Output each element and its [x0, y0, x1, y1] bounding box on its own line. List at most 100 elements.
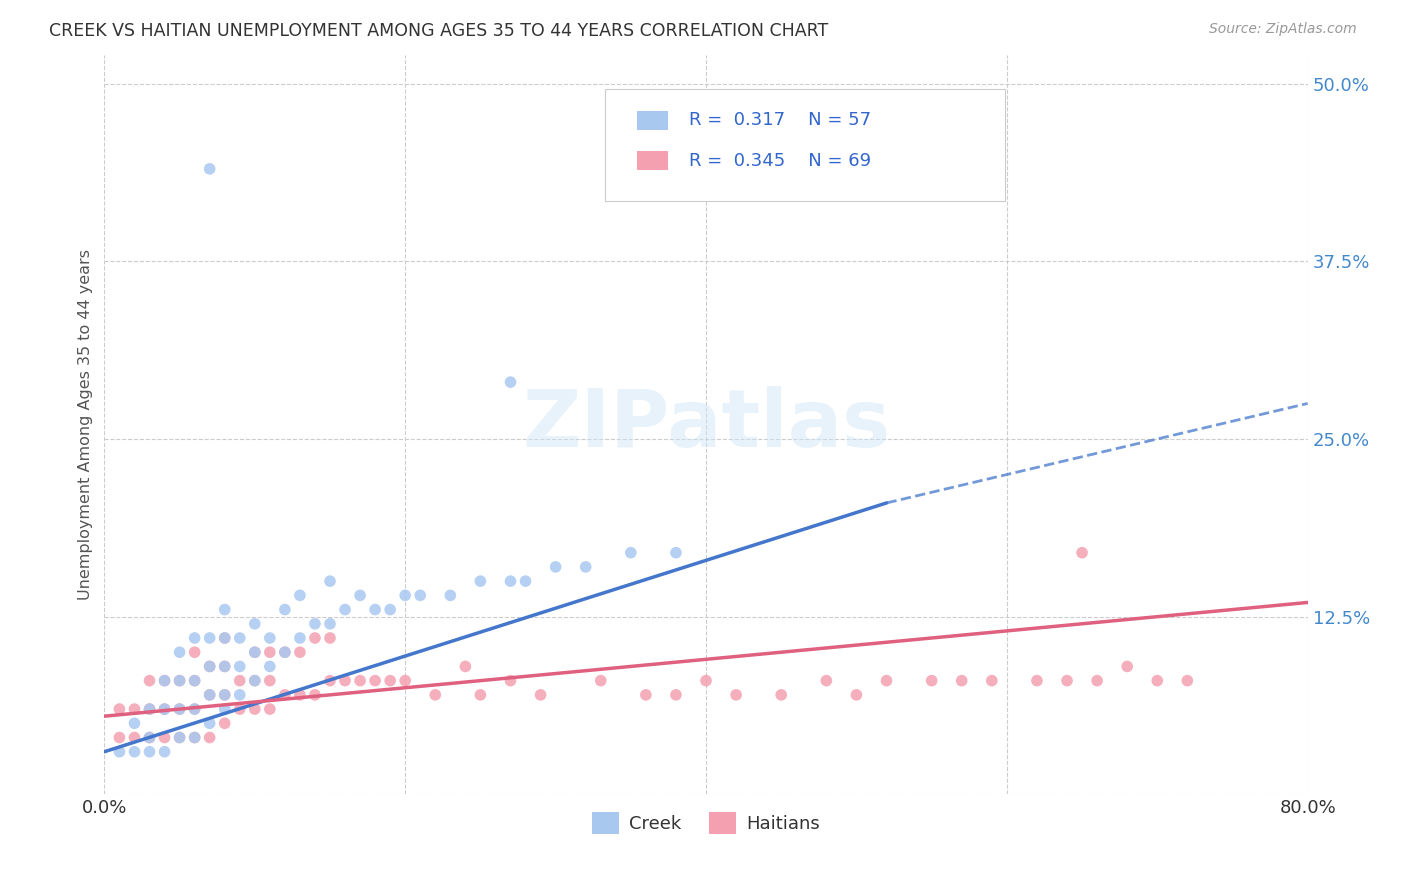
- Text: CREEK VS HAITIAN UNEMPLOYMENT AMONG AGES 35 TO 44 YEARS CORRELATION CHART: CREEK VS HAITIAN UNEMPLOYMENT AMONG AGES…: [49, 22, 828, 40]
- Point: [259, 702, 281, 716]
- Point: [259, 659, 281, 673]
- Point: [259, 673, 281, 688]
- Point: [288, 631, 311, 645]
- Point: [108, 702, 131, 716]
- Point: [124, 716, 146, 731]
- Point: [214, 688, 236, 702]
- Point: [333, 602, 356, 616]
- Point: [169, 731, 191, 745]
- Point: [259, 631, 281, 645]
- Point: [544, 560, 567, 574]
- Point: [198, 161, 221, 176]
- Point: [950, 673, 973, 688]
- Point: [198, 631, 221, 645]
- Point: [214, 631, 236, 645]
- Point: [665, 688, 688, 702]
- Text: R =  0.317    N = 57: R = 0.317 N = 57: [689, 112, 872, 129]
- Point: [1056, 673, 1078, 688]
- Point: [138, 702, 160, 716]
- Point: [845, 688, 868, 702]
- Point: [499, 574, 522, 588]
- Point: [198, 659, 221, 673]
- Point: [153, 702, 176, 716]
- Point: [138, 731, 160, 745]
- Point: [198, 688, 221, 702]
- Point: [153, 731, 176, 745]
- Point: [1175, 673, 1198, 688]
- Point: [1026, 673, 1049, 688]
- Point: [183, 673, 205, 688]
- Text: R =  0.345    N = 69: R = 0.345 N = 69: [689, 152, 872, 169]
- Point: [183, 631, 205, 645]
- Point: [304, 631, 326, 645]
- Point: [980, 673, 1002, 688]
- Point: [288, 645, 311, 659]
- Point: [304, 616, 326, 631]
- Point: [198, 659, 221, 673]
- Point: [243, 616, 266, 631]
- Point: [214, 631, 236, 645]
- Point: [138, 731, 160, 745]
- Text: ZIPatlas: ZIPatlas: [522, 385, 890, 464]
- Point: [529, 688, 551, 702]
- Point: [214, 659, 236, 673]
- Point: [815, 673, 838, 688]
- Point: [214, 688, 236, 702]
- Point: [153, 745, 176, 759]
- Point: [319, 574, 342, 588]
- Point: [229, 673, 252, 688]
- Point: [499, 375, 522, 389]
- Point: [921, 673, 943, 688]
- Point: [169, 702, 191, 716]
- Point: [108, 731, 131, 745]
- Point: [288, 688, 311, 702]
- Point: [259, 645, 281, 659]
- Point: [138, 673, 160, 688]
- Point: [575, 560, 598, 574]
- Point: [394, 588, 416, 602]
- Point: [394, 673, 416, 688]
- Point: [169, 731, 191, 745]
- Point: [333, 673, 356, 688]
- Point: [876, 673, 898, 688]
- Point: [470, 688, 492, 702]
- Point: [274, 602, 297, 616]
- Point: [274, 688, 297, 702]
- Point: [349, 673, 371, 688]
- Text: Source: ZipAtlas.com: Source: ZipAtlas.com: [1209, 22, 1357, 37]
- Point: [153, 673, 176, 688]
- Point: [1071, 546, 1094, 560]
- Point: [243, 645, 266, 659]
- Point: [274, 645, 297, 659]
- Point: [1146, 673, 1168, 688]
- Point: [214, 659, 236, 673]
- Point: [124, 702, 146, 716]
- Point: [183, 702, 205, 716]
- Point: [229, 659, 252, 673]
- Point: [378, 602, 401, 616]
- Point: [243, 702, 266, 716]
- Point: [589, 673, 612, 688]
- Point: [183, 702, 205, 716]
- Point: [665, 546, 688, 560]
- Y-axis label: Unemployment Among Ages 35 to 44 years: Unemployment Among Ages 35 to 44 years: [79, 249, 93, 600]
- Point: [169, 702, 191, 716]
- Point: [183, 645, 205, 659]
- Point: [198, 688, 221, 702]
- Point: [1116, 659, 1139, 673]
- Point: [364, 673, 387, 688]
- Point: [499, 673, 522, 688]
- Point: [138, 702, 160, 716]
- Point: [124, 731, 146, 745]
- Point: [183, 731, 205, 745]
- Point: [153, 673, 176, 688]
- Point: [454, 659, 477, 673]
- Point: [169, 673, 191, 688]
- Point: [725, 688, 748, 702]
- Point: [274, 645, 297, 659]
- Point: [183, 731, 205, 745]
- Point: [304, 688, 326, 702]
- Point: [169, 645, 191, 659]
- Point: [288, 588, 311, 602]
- Point: [124, 745, 146, 759]
